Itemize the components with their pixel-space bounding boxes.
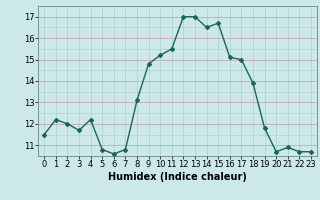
X-axis label: Humidex (Indice chaleur): Humidex (Indice chaleur): [108, 172, 247, 182]
